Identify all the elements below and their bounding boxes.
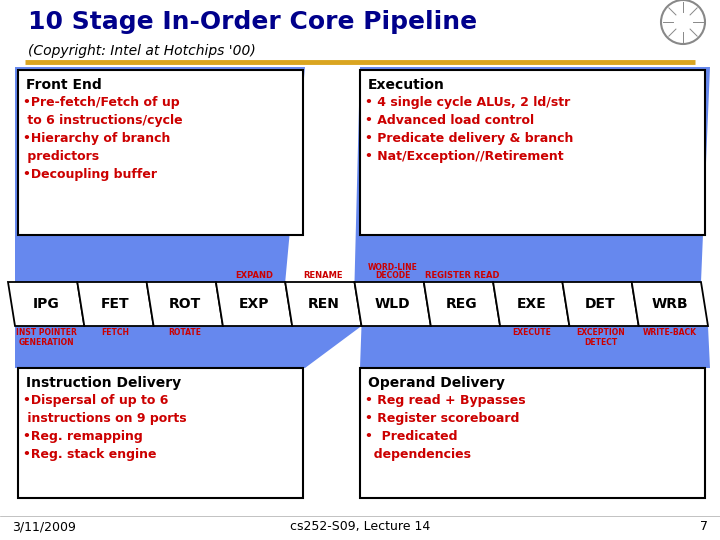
Text: DET: DET <box>585 297 616 311</box>
Text: cs252-S09, Lecture 14: cs252-S09, Lecture 14 <box>290 520 430 533</box>
Text: WRITE-BACK: WRITE-BACK <box>643 328 697 337</box>
Text: REN: REN <box>307 297 339 311</box>
FancyBboxPatch shape <box>360 70 705 235</box>
Text: Front End: Front End <box>26 78 102 92</box>
Polygon shape <box>15 67 305 282</box>
Text: INST POINTER
GENERATION: INST POINTER GENERATION <box>16 328 76 347</box>
Text: WORD-LINE: WORD-LINE <box>368 263 418 272</box>
Polygon shape <box>631 282 708 326</box>
Polygon shape <box>424 282 500 326</box>
Polygon shape <box>77 282 153 326</box>
Text: REGISTER READ: REGISTER READ <box>425 271 499 280</box>
Text: REG: REG <box>446 297 478 311</box>
Polygon shape <box>493 282 570 326</box>
Text: ROT: ROT <box>168 297 201 311</box>
Text: WLD: WLD <box>375 297 410 311</box>
Text: FET: FET <box>101 297 130 311</box>
Polygon shape <box>15 326 361 368</box>
Text: IPG: IPG <box>33 297 60 311</box>
Text: WRB: WRB <box>652 297 688 311</box>
Text: 7: 7 <box>700 520 708 533</box>
Text: • Reg read + Bypasses
• Register scoreboard
•  Predicated
  dependencies: • Reg read + Bypasses • Register scorebo… <box>365 394 526 461</box>
FancyBboxPatch shape <box>360 368 705 498</box>
Polygon shape <box>562 282 639 326</box>
Text: •Dispersal of up to 6
 instructions on 9 ports
•Reg. remapping
•Reg. stack engin: •Dispersal of up to 6 instructions on 9 … <box>23 394 186 461</box>
Polygon shape <box>147 282 223 326</box>
Polygon shape <box>216 282 292 326</box>
Text: DECODE: DECODE <box>375 271 410 280</box>
Polygon shape <box>360 326 710 368</box>
Text: FETCH: FETCH <box>102 328 130 337</box>
Text: EXPAND: EXPAND <box>235 271 273 280</box>
FancyBboxPatch shape <box>18 368 303 498</box>
Text: •Pre-fetch/Fetch of up
 to 6 instructions/cycle
•Hierarchy of branch
 predictors: •Pre-fetch/Fetch of up to 6 instructions… <box>23 96 183 181</box>
Text: 3/11/2009: 3/11/2009 <box>12 520 76 533</box>
Text: ROTATE: ROTATE <box>168 328 202 337</box>
Text: Instruction Delivery: Instruction Delivery <box>26 376 181 390</box>
Polygon shape <box>285 282 361 326</box>
Polygon shape <box>354 67 710 282</box>
Text: EXECUTE: EXECUTE <box>512 328 551 337</box>
Text: 10 Stage In-Order Core Pipeline: 10 Stage In-Order Core Pipeline <box>28 10 477 34</box>
Polygon shape <box>8 282 84 326</box>
FancyBboxPatch shape <box>18 70 303 235</box>
Text: • 4 single cycle ALUs, 2 ld/str
• Advanced load control
• Predicate delivery & b: • 4 single cycle ALUs, 2 ld/str • Advanc… <box>365 96 573 163</box>
Polygon shape <box>354 282 431 326</box>
Text: EXCEPTION
DETECT: EXCEPTION DETECT <box>576 328 625 347</box>
Text: Execution: Execution <box>368 78 445 92</box>
Text: (Copyright: Intel at Hotchips '00): (Copyright: Intel at Hotchips '00) <box>28 44 256 58</box>
Text: EXP: EXP <box>239 297 269 311</box>
Text: Operand Delivery: Operand Delivery <box>368 376 505 390</box>
Text: EXE: EXE <box>516 297 546 311</box>
Text: RENAME: RENAME <box>304 271 343 280</box>
